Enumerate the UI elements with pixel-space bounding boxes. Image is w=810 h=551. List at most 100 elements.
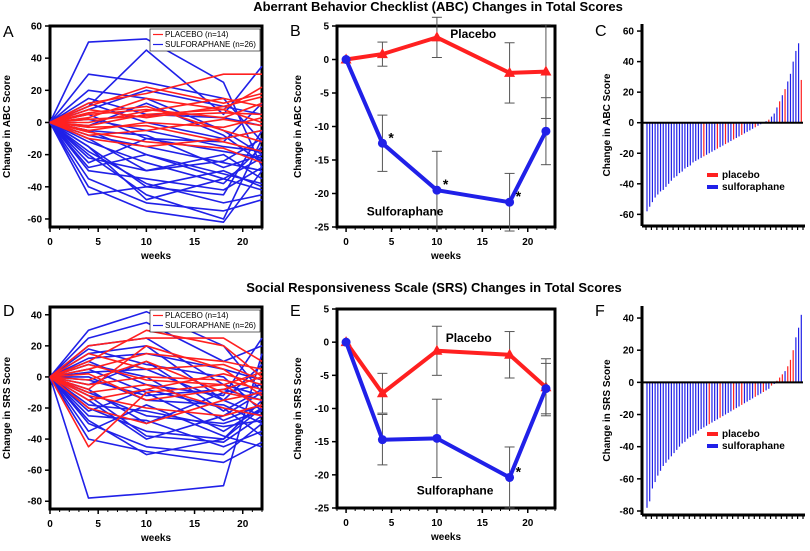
- x-tick-label: 5: [95, 237, 101, 248]
- sulforaphane-marker: [505, 197, 515, 207]
- series-annotation: Placebo: [450, 27, 496, 41]
- y-axis-label: Change in SRS Score: [2, 356, 13, 459]
- placebo-marker: [504, 66, 516, 77]
- y-tick-label: 20: [31, 341, 43, 352]
- y-tick-label: -25: [315, 223, 330, 234]
- sulforaphane-subject-line: [49, 121, 263, 191]
- placebo-subject-line: [49, 105, 263, 143]
- placebo-subject-line: [49, 376, 263, 417]
- x-tick-label: 20: [237, 237, 249, 248]
- placebo-subject-line: [49, 86, 263, 124]
- sulforaphane-subject-line: [49, 376, 263, 428]
- placebo-subject-line: [49, 376, 263, 425]
- y-tick-label: -60: [28, 466, 43, 477]
- y-tick-label: 40: [623, 57, 635, 68]
- panel-a-individual-abc-chart: A 60 40 20 0 -20 -40 -60 0 5 10 15 20 weeks Change in…: [2, 22, 264, 262]
- abc-section-title: Aberrant Behavior Checklist (ABC) Change…: [253, 0, 623, 14]
- x-axis-label: weeks: [430, 251, 461, 262]
- y-tick-label: -80: [28, 497, 43, 508]
- panel-letter-e: E: [290, 303, 301, 320]
- placebo-subject-line: [49, 363, 263, 386]
- placebo-subject-line: [49, 73, 262, 124]
- y-tick-label: 20: [623, 88, 635, 99]
- y-tick-label: -5: [320, 371, 329, 382]
- legend-box: [149, 28, 261, 52]
- series-annotation: Placebo: [446, 331, 492, 345]
- placebo-subject-line: [49, 329, 263, 378]
- x-tick-label: 20: [237, 519, 249, 530]
- placebo-subject-line: [49, 96, 263, 124]
- placebo-subject-line: [49, 116, 263, 132]
- significance-star: *: [516, 188, 522, 204]
- sulforaphane-marker: [505, 472, 515, 482]
- x-tick-label: 5: [389, 237, 395, 248]
- sulforaphane-subject-line: [49, 122, 263, 212]
- significance-star: *: [516, 463, 522, 479]
- placebo-mean-line: [344, 341, 548, 396]
- panel-c-waterfall-abc-chart: C 60 40 20 0 -20 -40 -60 Change in ABC Score pla…: [595, 23, 805, 230]
- sulforaphane-subject-line: [49, 121, 263, 204]
- series-annotation: Sulforaphane: [367, 205, 444, 219]
- y-tick-label: 20: [623, 346, 635, 357]
- y-tick-label: -40: [620, 442, 635, 453]
- sulforaphane-subject-line: [49, 121, 263, 220]
- y-tick-label: -5: [320, 89, 329, 100]
- y-tick-label: 0: [628, 118, 634, 129]
- y-tick-label: -15: [315, 156, 330, 167]
- placebo-marker: [376, 48, 388, 59]
- y-tick-label: -20: [28, 150, 43, 161]
- legend-box: [149, 309, 261, 333]
- placebo-subject-line: [49, 337, 263, 378]
- legend-swatch: [707, 444, 718, 448]
- y-tick-label: 40: [623, 314, 635, 325]
- panel-letter-a: A: [3, 24, 14, 41]
- panel-d-individual-srs-chart: D 40 20 0 -20 -40 -60 -80 0 5 10 15 20 weeks Change i…: [2, 303, 264, 544]
- sulforaphane-subject-line: [49, 376, 263, 456]
- y-axis-label: Change in ABC Score: [602, 73, 613, 176]
- y-tick-label: -10: [315, 122, 330, 133]
- y-tick-label: -80: [620, 507, 635, 518]
- x-tick-label: 15: [477, 237, 489, 248]
- sulforaphane-marker: [541, 126, 551, 136]
- sulforaphane-subject-line: [49, 121, 263, 201]
- sulforaphane-subject-line: [49, 348, 263, 412]
- series-annotation: Sulforaphane: [417, 484, 494, 498]
- x-tick-label: 0: [47, 519, 53, 530]
- panel-e-mean-srs-chart: E 5 0 -5 -10 -15 -20 -25 0 5 10 15 20 weeks Change in…: [290, 303, 557, 543]
- x-tick-label: 15: [189, 519, 201, 530]
- sulforaphane-subject-line: [49, 376, 263, 464]
- placebo-marker: [431, 344, 443, 355]
- y-tick-label: 0: [628, 378, 634, 389]
- legend-swatch: [707, 432, 718, 436]
- placebo-subject-line: [49, 86, 263, 127]
- legend-swatch: [707, 173, 718, 177]
- sulforaphane-marker: [377, 435, 387, 445]
- placebo-subject-line: [49, 121, 263, 148]
- placebo-marker: [376, 387, 388, 398]
- x-tick-label: 20: [522, 518, 534, 529]
- y-tick-label: 0: [323, 55, 329, 66]
- placebo-subject-line: [49, 121, 263, 164]
- legend-label: placebo: [722, 429, 760, 440]
- y-tick-label: 20: [31, 86, 43, 97]
- sulforaphane-subject-line: [49, 376, 263, 456]
- legend-label: sulforaphane: [722, 182, 785, 193]
- y-tick-label: -60: [28, 214, 43, 225]
- panel-letter-f: F: [595, 303, 605, 320]
- x-tick-label: 5: [95, 519, 101, 530]
- x-tick-label: 10: [431, 237, 443, 248]
- legend: PLACEBO (n=14)SULFORAPHANE (n=26): [149, 28, 261, 52]
- y-tick-label: 5: [323, 305, 329, 316]
- y-tick-label: 60: [31, 22, 43, 33]
- y-tick-label: 0: [36, 118, 42, 129]
- y-tick-label: -20: [315, 470, 330, 481]
- srs-section-title: Social Responsiveness Scale (SRS) Change…: [246, 280, 621, 295]
- placebo-subject-line: [49, 372, 263, 402]
- placebo-subject-line: [49, 352, 263, 378]
- legend-swatch: [707, 185, 718, 189]
- sulforaphane-subject-line: [49, 38, 263, 168]
- y-axis-label: Change in ABC Score: [2, 75, 13, 178]
- y-tick-label: 40: [31, 54, 43, 65]
- sulforaphane-marker: [341, 55, 351, 64]
- placebo-subject-line: [49, 376, 263, 391]
